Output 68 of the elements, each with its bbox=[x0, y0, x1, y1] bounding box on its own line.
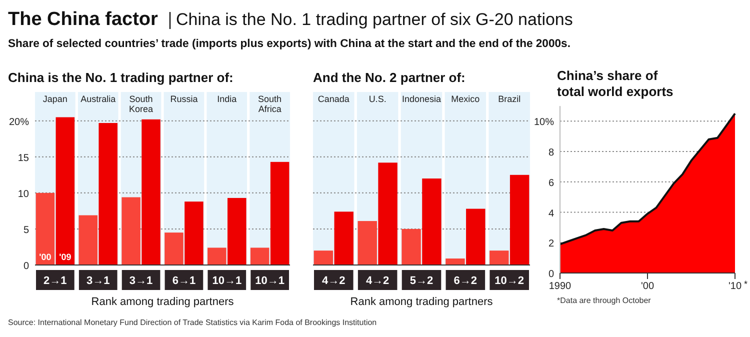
y-tick-label: 5 bbox=[23, 224, 30, 236]
text: *Data are through October bbox=[557, 296, 652, 305]
x-tick-label: 1990 bbox=[548, 281, 572, 292]
bar bbox=[314, 250, 334, 265]
bar bbox=[36, 192, 55, 265]
bar bbox=[402, 228, 421, 265]
bar bbox=[122, 197, 140, 265]
bar bbox=[334, 212, 354, 265]
x-tick-label: Mexico bbox=[451, 94, 480, 104]
y-tick-label: 4 bbox=[548, 208, 554, 220]
text: 10→1 bbox=[255, 275, 285, 287]
bar bbox=[378, 162, 398, 265]
bar bbox=[208, 248, 226, 265]
y-tick-label: 0 bbox=[548, 269, 554, 280]
bar bbox=[422, 178, 442, 265]
x-tick-label: '10 bbox=[728, 281, 742, 292]
x-tick-label: Indonesia bbox=[402, 94, 442, 104]
bar bbox=[227, 198, 246, 265]
x-tick-label: '00 bbox=[640, 281, 654, 292]
text: 3→1 bbox=[86, 275, 110, 287]
bar bbox=[184, 202, 204, 265]
text: Share of selected countries’ trade (imports plus exports) with China at the start and the end of the 2000s. bbox=[8, 38, 570, 50]
y-tick-label: 8 bbox=[548, 148, 554, 159]
bar bbox=[250, 248, 270, 265]
x-axis-title: Rank among trading partners bbox=[350, 296, 494, 308]
x-tick-label: U.S. bbox=[368, 94, 386, 104]
bar bbox=[490, 250, 509, 265]
y-tick-label: 20% bbox=[8, 116, 30, 128]
bar bbox=[164, 232, 184, 265]
bar bbox=[446, 258, 465, 265]
chart-title: China is the No. 1 trading partner of: bbox=[8, 70, 234, 85]
text: 10→1 bbox=[212, 275, 242, 287]
bar bbox=[358, 221, 377, 265]
x-tick-label: Canada bbox=[318, 94, 350, 104]
text: 6→2 bbox=[454, 275, 478, 287]
x-tick-label: South Korea bbox=[129, 94, 154, 114]
bar bbox=[510, 174, 530, 265]
series-label: '09 bbox=[59, 252, 72, 262]
y-tick-label: 10% bbox=[534, 117, 554, 128]
bar bbox=[466, 208, 486, 265]
bar bbox=[78, 215, 98, 265]
text: 6→1 bbox=[172, 275, 196, 287]
text: 2→1 bbox=[44, 275, 67, 287]
x-axis-title: Rank among trading partners bbox=[91, 296, 234, 308]
series-label: '00 bbox=[39, 252, 52, 262]
chart-title: China’s share of total world exports bbox=[557, 68, 674, 99]
text: 4→2 bbox=[322, 275, 346, 287]
x-tick-label: India bbox=[217, 94, 237, 104]
text: 5→2 bbox=[410, 275, 434, 287]
text: * bbox=[744, 279, 748, 289]
y-tick-label: 2 bbox=[548, 238, 554, 250]
y-tick-label: 0 bbox=[23, 261, 30, 272]
y-tick-label: 10 bbox=[18, 188, 30, 200]
x-tick-label: South Africa bbox=[258, 94, 282, 114]
y-tick-label: 6 bbox=[548, 178, 554, 189]
text: 3→1 bbox=[129, 275, 153, 287]
text: 10→2 bbox=[494, 275, 524, 287]
text: The China factor bbox=[8, 9, 159, 30]
text: China is the No. 1 trading partner of six G-20 nations bbox=[176, 10, 573, 29]
y-tick-label: 15 bbox=[18, 152, 30, 164]
chart-title: And the No. 2 partner of: bbox=[313, 70, 466, 85]
text: 4→2 bbox=[366, 275, 390, 287]
x-tick-label: Brazil bbox=[498, 94, 521, 104]
x-tick-label: Russia bbox=[170, 94, 198, 104]
bar bbox=[270, 162, 290, 265]
x-tick-label: Australia bbox=[80, 94, 116, 104]
x-tick-label: Japan bbox=[42, 94, 68, 104]
source-note: Source: International Monetary Fund Direction of Trade Statistics via Karim Foda of Brookings Institution bbox=[8, 318, 377, 327]
